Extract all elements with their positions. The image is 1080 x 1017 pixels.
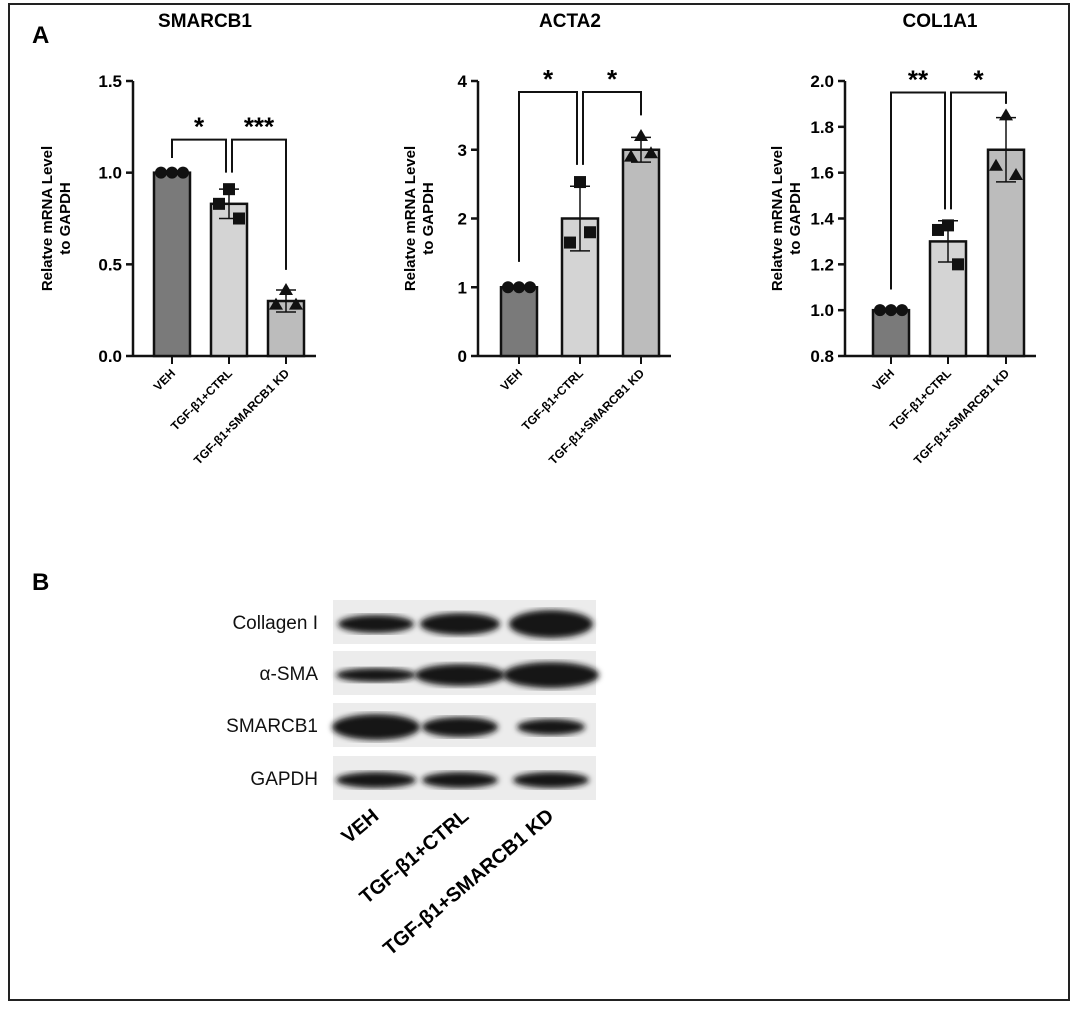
blot-band	[503, 662, 599, 688]
y-tick-label: 0	[458, 347, 467, 366]
blot-row-label: α-SMA	[260, 664, 319, 685]
y-tick-label: 1.0	[810, 301, 834, 320]
y-axis-label-line: Relatve mRNA Level	[39, 146, 56, 291]
data-point-triangle	[624, 149, 638, 162]
significance-label: **	[908, 64, 929, 94]
data-point-circle	[177, 166, 189, 179]
data-point-triangle	[1009, 167, 1023, 180]
y-tick-label: 1.0	[98, 164, 122, 183]
y-tick-label: 1.6	[810, 164, 834, 183]
significance-bracket	[890, 91, 946, 290]
blot-band	[513, 772, 589, 788]
bar-1	[152, 171, 192, 358]
blot-band	[517, 719, 585, 735]
y-tick-label: 0.0	[98, 347, 122, 366]
y-axis-label-line: Relatve mRNA Level	[769, 146, 786, 291]
figure-border	[8, 3, 1070, 1001]
y-axis-label: Relatve mRNA Levelto GAPDH	[402, 146, 437, 291]
y-tick-label: 1.5	[98, 72, 122, 91]
y-tick-label: 1.2	[810, 255, 834, 274]
bar-1	[871, 308, 911, 358]
data-point-square	[564, 236, 576, 249]
y-tick-label: 1.4	[810, 210, 834, 229]
blot-row-label: SMARCB1	[226, 716, 318, 737]
significance-bracket	[582, 91, 642, 165]
significance-label: *	[194, 112, 205, 142]
data-point-square	[932, 223, 944, 236]
bar-2	[209, 202, 249, 358]
y-tick-label: 1.8	[810, 118, 834, 137]
chart-title: SMARCB1	[158, 11, 252, 32]
blot-band	[422, 717, 498, 737]
data-point-circle	[885, 304, 897, 317]
data-point-square	[584, 226, 596, 239]
y-tick-label: 0.8	[810, 347, 834, 366]
significance-label: *	[543, 64, 554, 94]
y-tick-label: 4	[458, 72, 468, 91]
y-tick-label: 2.0	[810, 72, 834, 91]
data-point-circle	[513, 281, 525, 294]
data-point-triangle	[634, 129, 648, 141]
y-axis-label: Relatve mRNA Levelto GAPDH	[769, 146, 804, 291]
data-point-triangle	[989, 158, 1003, 171]
y-tick-label: 2	[458, 210, 467, 229]
blot-band	[422, 772, 498, 788]
bar-1	[499, 286, 539, 358]
y-axis-label-line: Relatve mRNA Level	[402, 146, 419, 291]
data-point-circle	[166, 166, 178, 179]
y-axis-label-line: to GAPDH	[57, 182, 74, 255]
blot-row-label: GAPDH	[250, 769, 318, 790]
significance-bracket	[518, 91, 578, 262]
blot-row-label: Collagen I	[232, 613, 318, 634]
significance-bracket	[231, 138, 287, 270]
chart-title: COL1A1	[903, 11, 978, 32]
data-point-circle	[524, 281, 536, 294]
significance-label: *	[607, 64, 618, 94]
data-point-triangle	[644, 146, 658, 159]
blot-band	[336, 772, 416, 788]
blot-band	[509, 610, 593, 638]
y-tick-label: 3	[458, 141, 467, 160]
blot-band	[415, 664, 505, 686]
data-point-circle	[896, 304, 908, 317]
y-axis-label-line: to GAPDH	[787, 182, 804, 255]
significance-label: *	[973, 64, 984, 94]
data-point-square	[942, 219, 954, 232]
data-point-square	[233, 212, 245, 225]
data-point-square	[952, 258, 964, 271]
y-tick-label: 0.5	[98, 255, 122, 274]
data-point-triangle	[289, 297, 303, 310]
y-tick-label: 1	[458, 278, 467, 297]
data-point-circle	[155, 166, 167, 179]
panel-label-b: B	[32, 569, 49, 596]
data-point-square	[223, 183, 235, 196]
y-axis-label-line: to GAPDH	[420, 182, 437, 255]
data-point-triangle	[269, 297, 283, 310]
blot-band	[338, 615, 414, 633]
significance-label: ***	[244, 112, 275, 142]
significance-bracket	[950, 91, 1007, 210]
blot-band	[336, 668, 416, 682]
data-point-triangle	[999, 108, 1013, 121]
data-point-square	[574, 176, 586, 189]
data-point-circle	[874, 304, 886, 317]
y-axis-label: Relatve mRNA Levelto GAPDH	[39, 146, 74, 291]
data-point-circle	[502, 281, 514, 294]
data-point-square	[213, 197, 225, 210]
bar-3	[621, 148, 661, 358]
panel-label-a: A	[32, 22, 49, 49]
blot-band	[332, 714, 420, 740]
data-point-triangle	[279, 283, 293, 295]
chart-title: ACTA2	[539, 11, 601, 32]
significance-bracket	[171, 138, 227, 173]
blot-band	[420, 613, 500, 635]
